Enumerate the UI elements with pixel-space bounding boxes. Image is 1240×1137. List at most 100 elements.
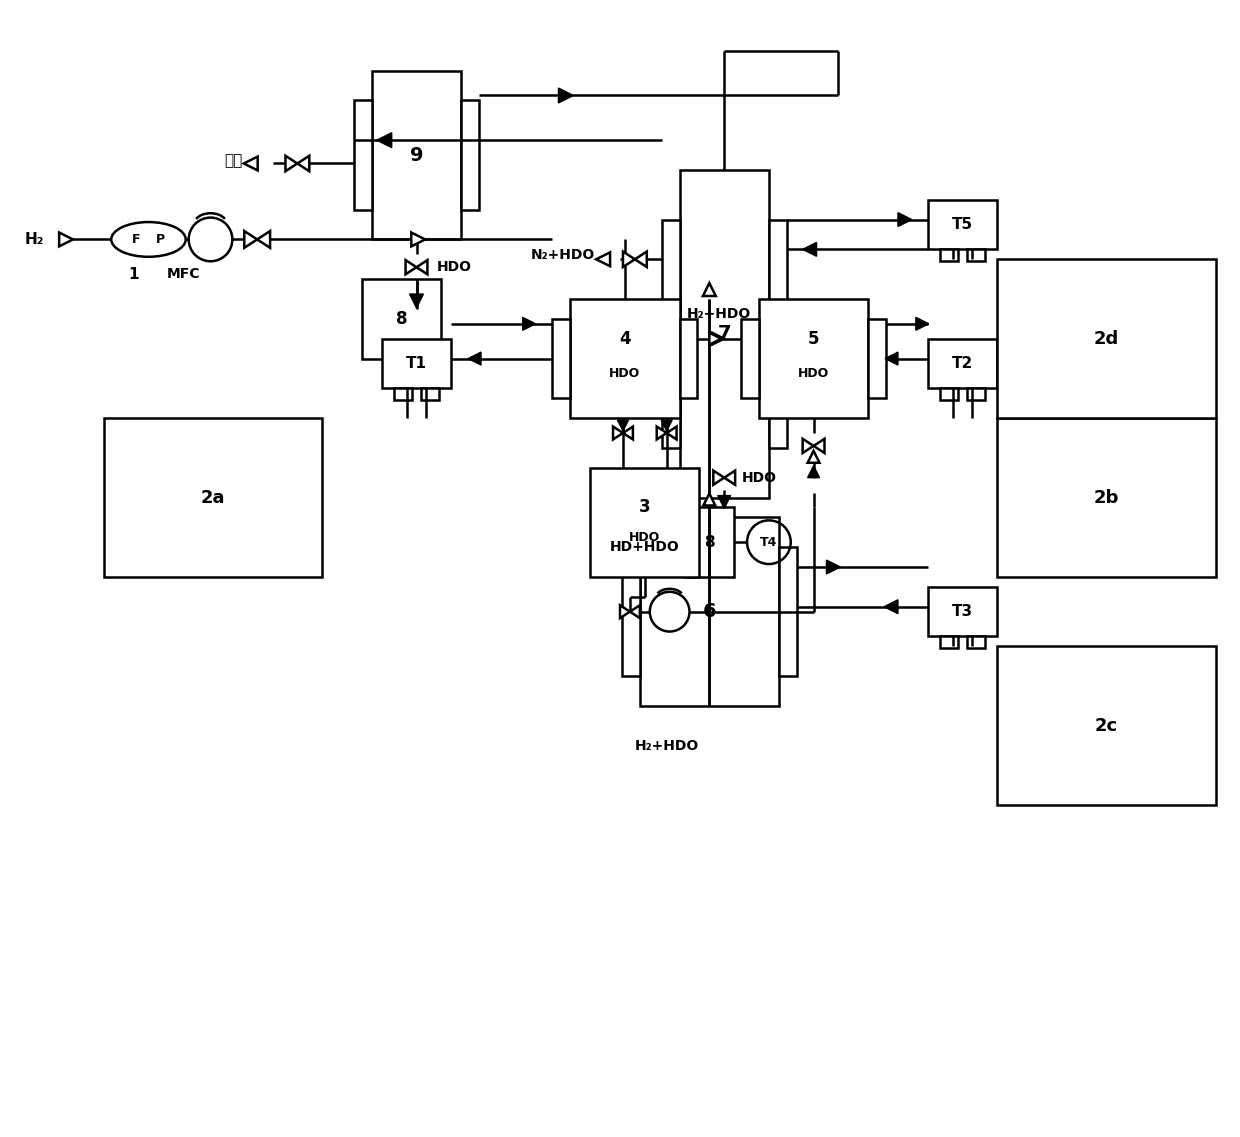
Polygon shape (417, 260, 428, 274)
Polygon shape (802, 242, 817, 256)
Bar (779, 547, 796, 677)
Polygon shape (409, 294, 423, 308)
Polygon shape (244, 231, 257, 248)
Bar (680, 318, 697, 398)
Bar (684, 507, 734, 576)
Text: P: P (156, 233, 165, 246)
Polygon shape (884, 600, 898, 614)
Polygon shape (657, 426, 667, 440)
Polygon shape (622, 426, 632, 440)
Polygon shape (298, 156, 309, 172)
Text: F: F (133, 233, 141, 246)
Text: T5: T5 (952, 217, 973, 232)
Bar (353, 100, 372, 209)
Text: 6: 6 (703, 603, 717, 621)
Bar (940, 637, 957, 648)
Bar (372, 70, 461, 240)
Text: HDO: HDO (629, 531, 661, 543)
Polygon shape (412, 232, 425, 247)
Polygon shape (620, 605, 630, 619)
Bar (759, 299, 868, 418)
Polygon shape (618, 420, 629, 431)
Text: T4: T4 (760, 536, 777, 549)
Text: HD+HDO: HD+HDO (610, 540, 680, 554)
Bar (742, 318, 759, 398)
Polygon shape (916, 317, 929, 330)
Text: 2d: 2d (1094, 330, 1118, 348)
Polygon shape (558, 88, 573, 103)
Text: 5: 5 (807, 330, 820, 348)
Polygon shape (661, 420, 672, 431)
Polygon shape (244, 157, 258, 171)
Bar (362, 280, 441, 358)
Polygon shape (713, 471, 724, 484)
Polygon shape (898, 213, 911, 226)
Text: HDO: HDO (609, 367, 641, 380)
Bar (928, 339, 997, 389)
Bar (393, 389, 412, 400)
Text: 1: 1 (129, 267, 139, 282)
Text: H₂+HDO: H₂+HDO (687, 307, 751, 321)
Text: N₂+HDO: N₂+HDO (531, 248, 595, 263)
Polygon shape (724, 471, 735, 484)
Bar (928, 200, 997, 249)
Polygon shape (469, 352, 481, 365)
Bar (104, 418, 322, 576)
Polygon shape (596, 252, 610, 266)
Text: T2: T2 (952, 356, 973, 371)
Polygon shape (60, 232, 73, 247)
Bar (997, 647, 1215, 805)
Polygon shape (703, 283, 715, 296)
Bar (967, 389, 986, 400)
Text: 4: 4 (619, 330, 631, 348)
Text: MFC: MFC (166, 267, 200, 281)
Text: H₂: H₂ (25, 232, 45, 247)
Polygon shape (622, 251, 635, 267)
Bar (680, 169, 769, 498)
Text: 2c: 2c (1095, 716, 1118, 735)
Bar (662, 219, 680, 448)
Text: T3: T3 (952, 604, 973, 620)
Bar (928, 587, 997, 637)
Bar (997, 259, 1215, 418)
Polygon shape (807, 466, 820, 478)
Polygon shape (667, 426, 677, 440)
Text: HDO: HDO (742, 471, 777, 484)
Polygon shape (703, 493, 715, 506)
Text: 2b: 2b (1094, 489, 1118, 506)
Polygon shape (709, 333, 722, 345)
Bar (590, 467, 699, 576)
Bar (461, 100, 479, 209)
Bar (553, 318, 570, 398)
Polygon shape (827, 561, 841, 574)
Bar (967, 249, 986, 262)
Polygon shape (807, 451, 820, 463)
Polygon shape (718, 496, 730, 508)
Polygon shape (377, 133, 392, 148)
Bar (868, 318, 887, 398)
Text: 排出: 排出 (224, 153, 243, 168)
Polygon shape (813, 439, 825, 453)
Bar (967, 637, 986, 648)
Bar (570, 299, 680, 418)
Bar (940, 249, 957, 262)
Polygon shape (523, 317, 536, 330)
Text: 7: 7 (718, 324, 732, 343)
Text: HDO: HDO (436, 260, 471, 274)
Text: HDO: HDO (799, 367, 830, 380)
Text: 9: 9 (409, 146, 423, 165)
Bar (422, 389, 439, 400)
Bar (997, 418, 1215, 576)
Text: 3: 3 (639, 498, 651, 516)
Bar (640, 517, 779, 706)
Bar (382, 339, 451, 389)
Polygon shape (630, 605, 640, 619)
Polygon shape (613, 426, 622, 440)
Text: 8: 8 (704, 534, 714, 549)
Text: 8: 8 (396, 310, 408, 327)
Bar (769, 219, 786, 448)
Polygon shape (802, 439, 813, 453)
Polygon shape (635, 251, 647, 267)
Text: H₂+HDO: H₂+HDO (635, 739, 699, 753)
Bar (622, 547, 640, 677)
